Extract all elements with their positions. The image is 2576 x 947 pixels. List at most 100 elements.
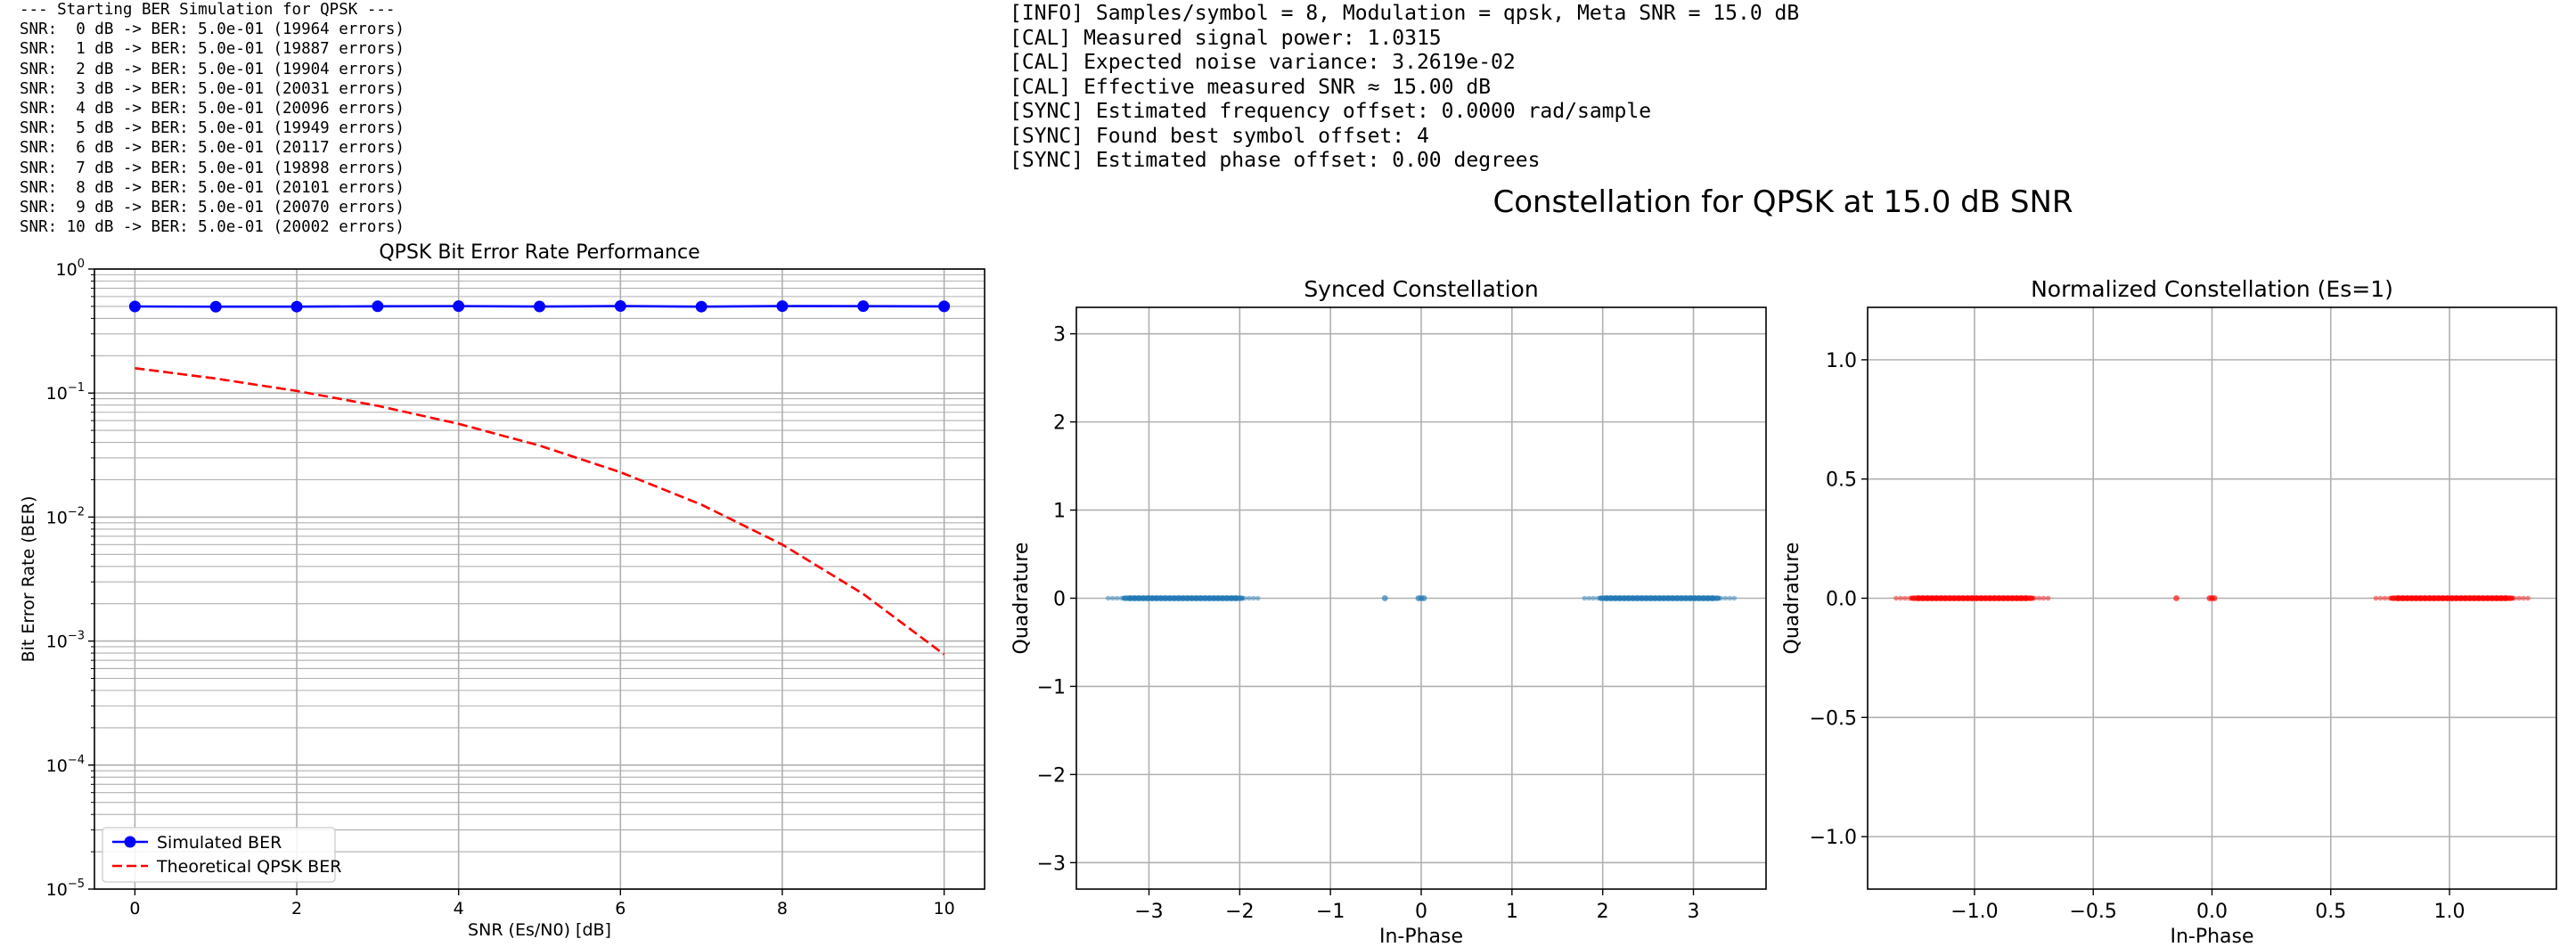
synced-point bbox=[1131, 595, 1138, 601]
synced-point bbox=[1621, 595, 1628, 601]
norm-point bbox=[2484, 595, 2491, 601]
figure-title: Constellation for QPSK at 15.0 dB SNR bbox=[1492, 184, 2073, 220]
simulated-ber-point bbox=[534, 300, 545, 313]
synced-point bbox=[1673, 595, 1681, 601]
synced-point bbox=[1109, 595, 1116, 601]
synced-x-tick-label: −1 bbox=[1316, 901, 1345, 923]
synced-x-tick-label: 3 bbox=[1688, 901, 1700, 923]
norm-point bbox=[2498, 595, 2505, 601]
console-line: SNR: 9 dB -> BER: 5.0e-01 (20070 errors) bbox=[20, 199, 405, 217]
synced-point bbox=[1607, 595, 1615, 601]
synced-point bbox=[1651, 595, 1658, 601]
norm-y-tick-label: −1.0 bbox=[1810, 827, 1857, 849]
synced-x-tick-label: −2 bbox=[1225, 901, 1254, 923]
norm-point bbox=[2211, 595, 2218, 601]
synced-point bbox=[1255, 595, 1261, 601]
norm-point bbox=[2413, 595, 2419, 601]
synced-point bbox=[1189, 595, 1195, 601]
simulated-ber-point bbox=[938, 300, 951, 313]
norm-point bbox=[2449, 595, 2456, 601]
norm-point bbox=[1964, 595, 1971, 601]
synced-point bbox=[1250, 595, 1256, 601]
synced-point bbox=[1198, 595, 1204, 601]
synced-point bbox=[1193, 595, 1199, 601]
ber-y-tick-label: 10−2 bbox=[46, 505, 85, 527]
synced-point bbox=[1634, 595, 1641, 601]
norm-point bbox=[2512, 595, 2517, 601]
synced-point bbox=[1420, 595, 1427, 601]
synced-point bbox=[1713, 595, 1720, 601]
synced-point bbox=[1118, 595, 1124, 601]
console-line: SNR: 6 dB -> BER: 5.0e-01 (20117 errors) bbox=[20, 139, 405, 158]
synced-y-tick-label: 3 bbox=[1053, 324, 1066, 347]
synced-point bbox=[1219, 595, 1226, 601]
synced-point bbox=[1381, 595, 1388, 601]
norm-point bbox=[1973, 595, 1980, 601]
norm-point bbox=[1959, 595, 1967, 601]
synced-point bbox=[1722, 595, 1729, 601]
console-line: [CAL] Measured signal power: 1.0315 bbox=[1010, 26, 1442, 50]
synced-point bbox=[1123, 595, 1129, 601]
synced-y-tick-label: 2 bbox=[1053, 412, 1066, 435]
console-line: [INFO] Samples/symbol = 8, Modulation = … bbox=[1010, 2, 1800, 25]
console-line: SNR: 5 dB -> BER: 5.0e-01 (19949 errors) bbox=[20, 119, 405, 138]
simulated-ber-point bbox=[209, 300, 222, 313]
synced-point bbox=[1696, 595, 1703, 601]
simulated-ber-point bbox=[857, 300, 870, 313]
synced-point bbox=[1709, 595, 1716, 601]
synced-point bbox=[1612, 595, 1619, 601]
synced-point bbox=[1153, 595, 1160, 601]
synced-point bbox=[1157, 595, 1165, 601]
console-line: SNR: 3 dB -> BER: 5.0e-01 (20031 errors) bbox=[20, 79, 405, 98]
ber-chart-title: QPSK Bit Error Rate Performance bbox=[379, 241, 699, 264]
norm-points bbox=[1893, 595, 2531, 601]
norm-x-tick-label: 0.0 bbox=[2196, 901, 2228, 923]
synced-point bbox=[1648, 595, 1654, 601]
synced-point bbox=[1238, 595, 1243, 601]
norm-point bbox=[1893, 595, 1899, 601]
norm-y-tick-label: −0.5 bbox=[1810, 707, 1857, 730]
simulated-ber-point bbox=[128, 300, 141, 313]
norm-point bbox=[2480, 595, 2487, 601]
legend-theoretical-label: Theoretical QPSK BER bbox=[156, 857, 341, 877]
norm-point bbox=[2000, 595, 2007, 601]
synced-point bbox=[1232, 595, 1239, 601]
norm-y-axis-label: Quadrature bbox=[1781, 543, 1803, 655]
synced-y-tick-label: 0 bbox=[1053, 589, 1066, 611]
norm-point bbox=[1950, 595, 1958, 601]
synced-point bbox=[1682, 595, 1689, 601]
norm-point bbox=[2466, 595, 2474, 601]
synced-y-axis-label: Quadrature bbox=[1010, 543, 1033, 655]
norm-point bbox=[2457, 595, 2465, 601]
synced-point bbox=[1140, 595, 1147, 601]
ber-x-axis-label: SNR (Es/N0) [dB] bbox=[468, 920, 611, 940]
ber-x-tick-label: 8 bbox=[777, 899, 788, 918]
norm-point bbox=[2440, 595, 2447, 601]
console-line: [SYNC] Found best symbol offset: 4 bbox=[1010, 124, 1429, 148]
synced-point bbox=[1660, 595, 1667, 601]
norm-point bbox=[1977, 595, 1984, 601]
norm-x-tick-label: −0.5 bbox=[2070, 901, 2117, 923]
norm-point bbox=[2040, 595, 2047, 601]
synced-x-tick-label: −3 bbox=[1134, 901, 1163, 923]
norm-point bbox=[2009, 595, 2016, 601]
simulated-ber-point bbox=[695, 300, 707, 313]
console-line: SNR: 0 dB -> BER: 5.0e-01 (19964 errors) bbox=[20, 20, 405, 39]
norm-point bbox=[2489, 595, 2496, 601]
norm-point bbox=[2431, 595, 2438, 601]
norm-point bbox=[2444, 595, 2451, 601]
synced-x-tick-label: 0 bbox=[1415, 901, 1427, 923]
norm-point bbox=[2417, 595, 2424, 601]
synced-point bbox=[1582, 595, 1588, 601]
norm-point bbox=[2391, 595, 2397, 601]
synced-point bbox=[1175, 595, 1182, 601]
norm-x-tick-label: −1.0 bbox=[1950, 901, 1998, 923]
synced-point bbox=[1616, 595, 1623, 601]
synced-point bbox=[1595, 595, 1600, 601]
synced-point bbox=[1149, 595, 1156, 601]
console-line: [SYNC] Estimated phase offset: 0.00 degr… bbox=[1010, 149, 1541, 172]
synced-y-tick-label: −3 bbox=[1037, 853, 1066, 875]
norm-point bbox=[2404, 595, 2410, 601]
synced-point bbox=[1586, 595, 1592, 601]
synced-point bbox=[1669, 595, 1676, 601]
